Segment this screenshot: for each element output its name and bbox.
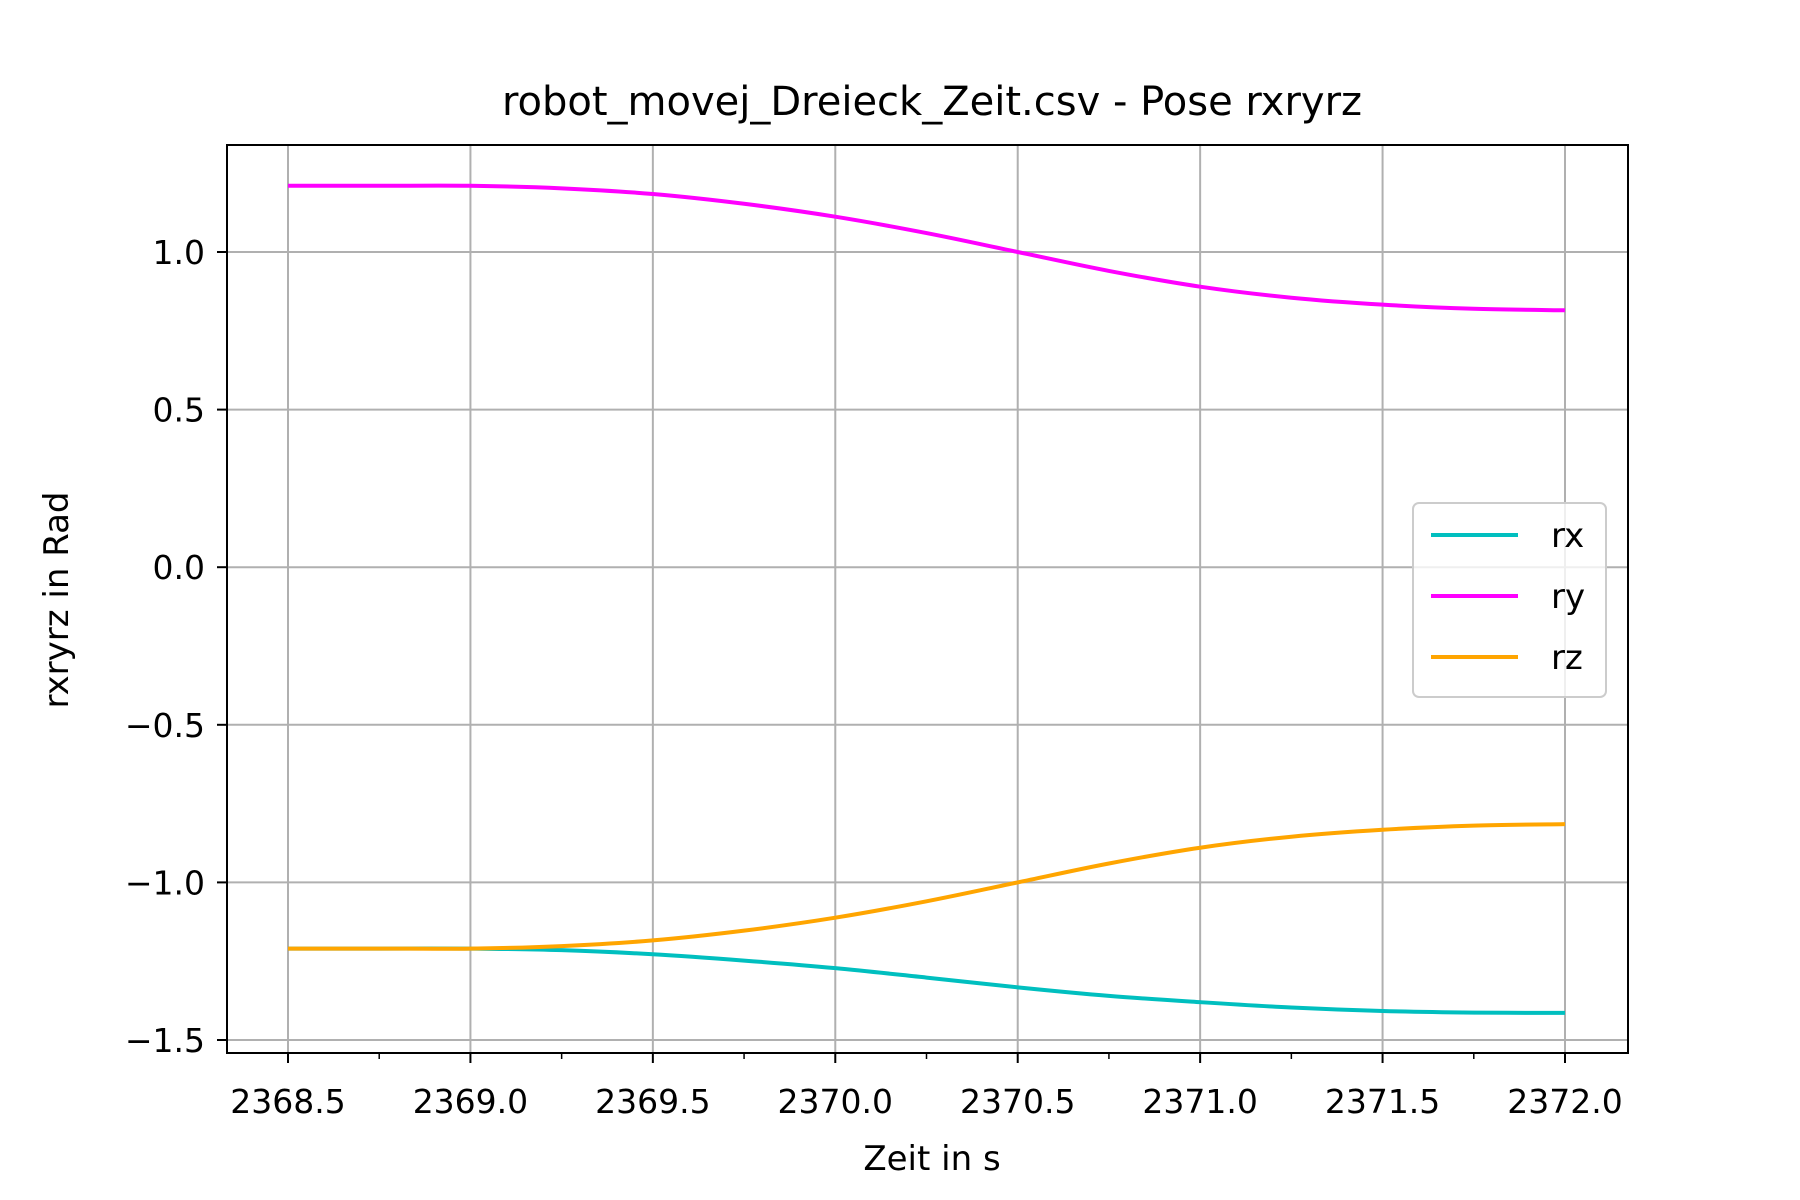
legend: rx ry rz [1412,502,1607,698]
legend-label-rz: rz [1551,638,1583,678]
y-tick-label: 1.0 [153,233,205,272]
x-tick-label: 2369.0 [413,1082,528,1121]
plot-frame [226,144,1629,1054]
grid [227,145,1628,1053]
legend-box [1412,502,1607,698]
x-tick-label: 2371.0 [1142,1082,1257,1121]
series-line-rz [288,822,1566,951]
legend-label-rx: rx [1551,516,1584,556]
axis-ticks: 2368.5 2369.0 2369.5 2370.0 2370.5 2371.0 2371… [125,233,1623,1121]
x-tick-label: 2371.5 [1325,1082,1440,1121]
y-axis-label: rxryrz in Rad [37,491,77,708]
chart-title: robot_movej_Dreieck_Zeit.csv - Pose rxry… [502,79,1362,125]
y-tick-label: −0.5 [125,706,205,745]
series-line-ry [288,183,1566,313]
y-tick-label: −1.5 [125,1021,205,1060]
x-tick-label: 2368.5 [230,1082,345,1121]
x-tick-label: 2370.5 [960,1082,1075,1121]
series-lines [288,183,1566,1015]
y-tick-label: 0.5 [153,391,205,430]
x-tick-label: 2372.0 [1507,1082,1622,1121]
x-tick-label: 2369.5 [595,1082,710,1121]
series-line-rx [288,946,1566,1015]
y-tick-label: −1.0 [125,863,205,902]
legend-label-ry: ry [1551,577,1585,617]
x-tick-label: 2370.0 [778,1082,893,1121]
y-tick-label: 0.0 [153,548,205,587]
x-axis-label: Zeit in s [863,1139,1000,1179]
